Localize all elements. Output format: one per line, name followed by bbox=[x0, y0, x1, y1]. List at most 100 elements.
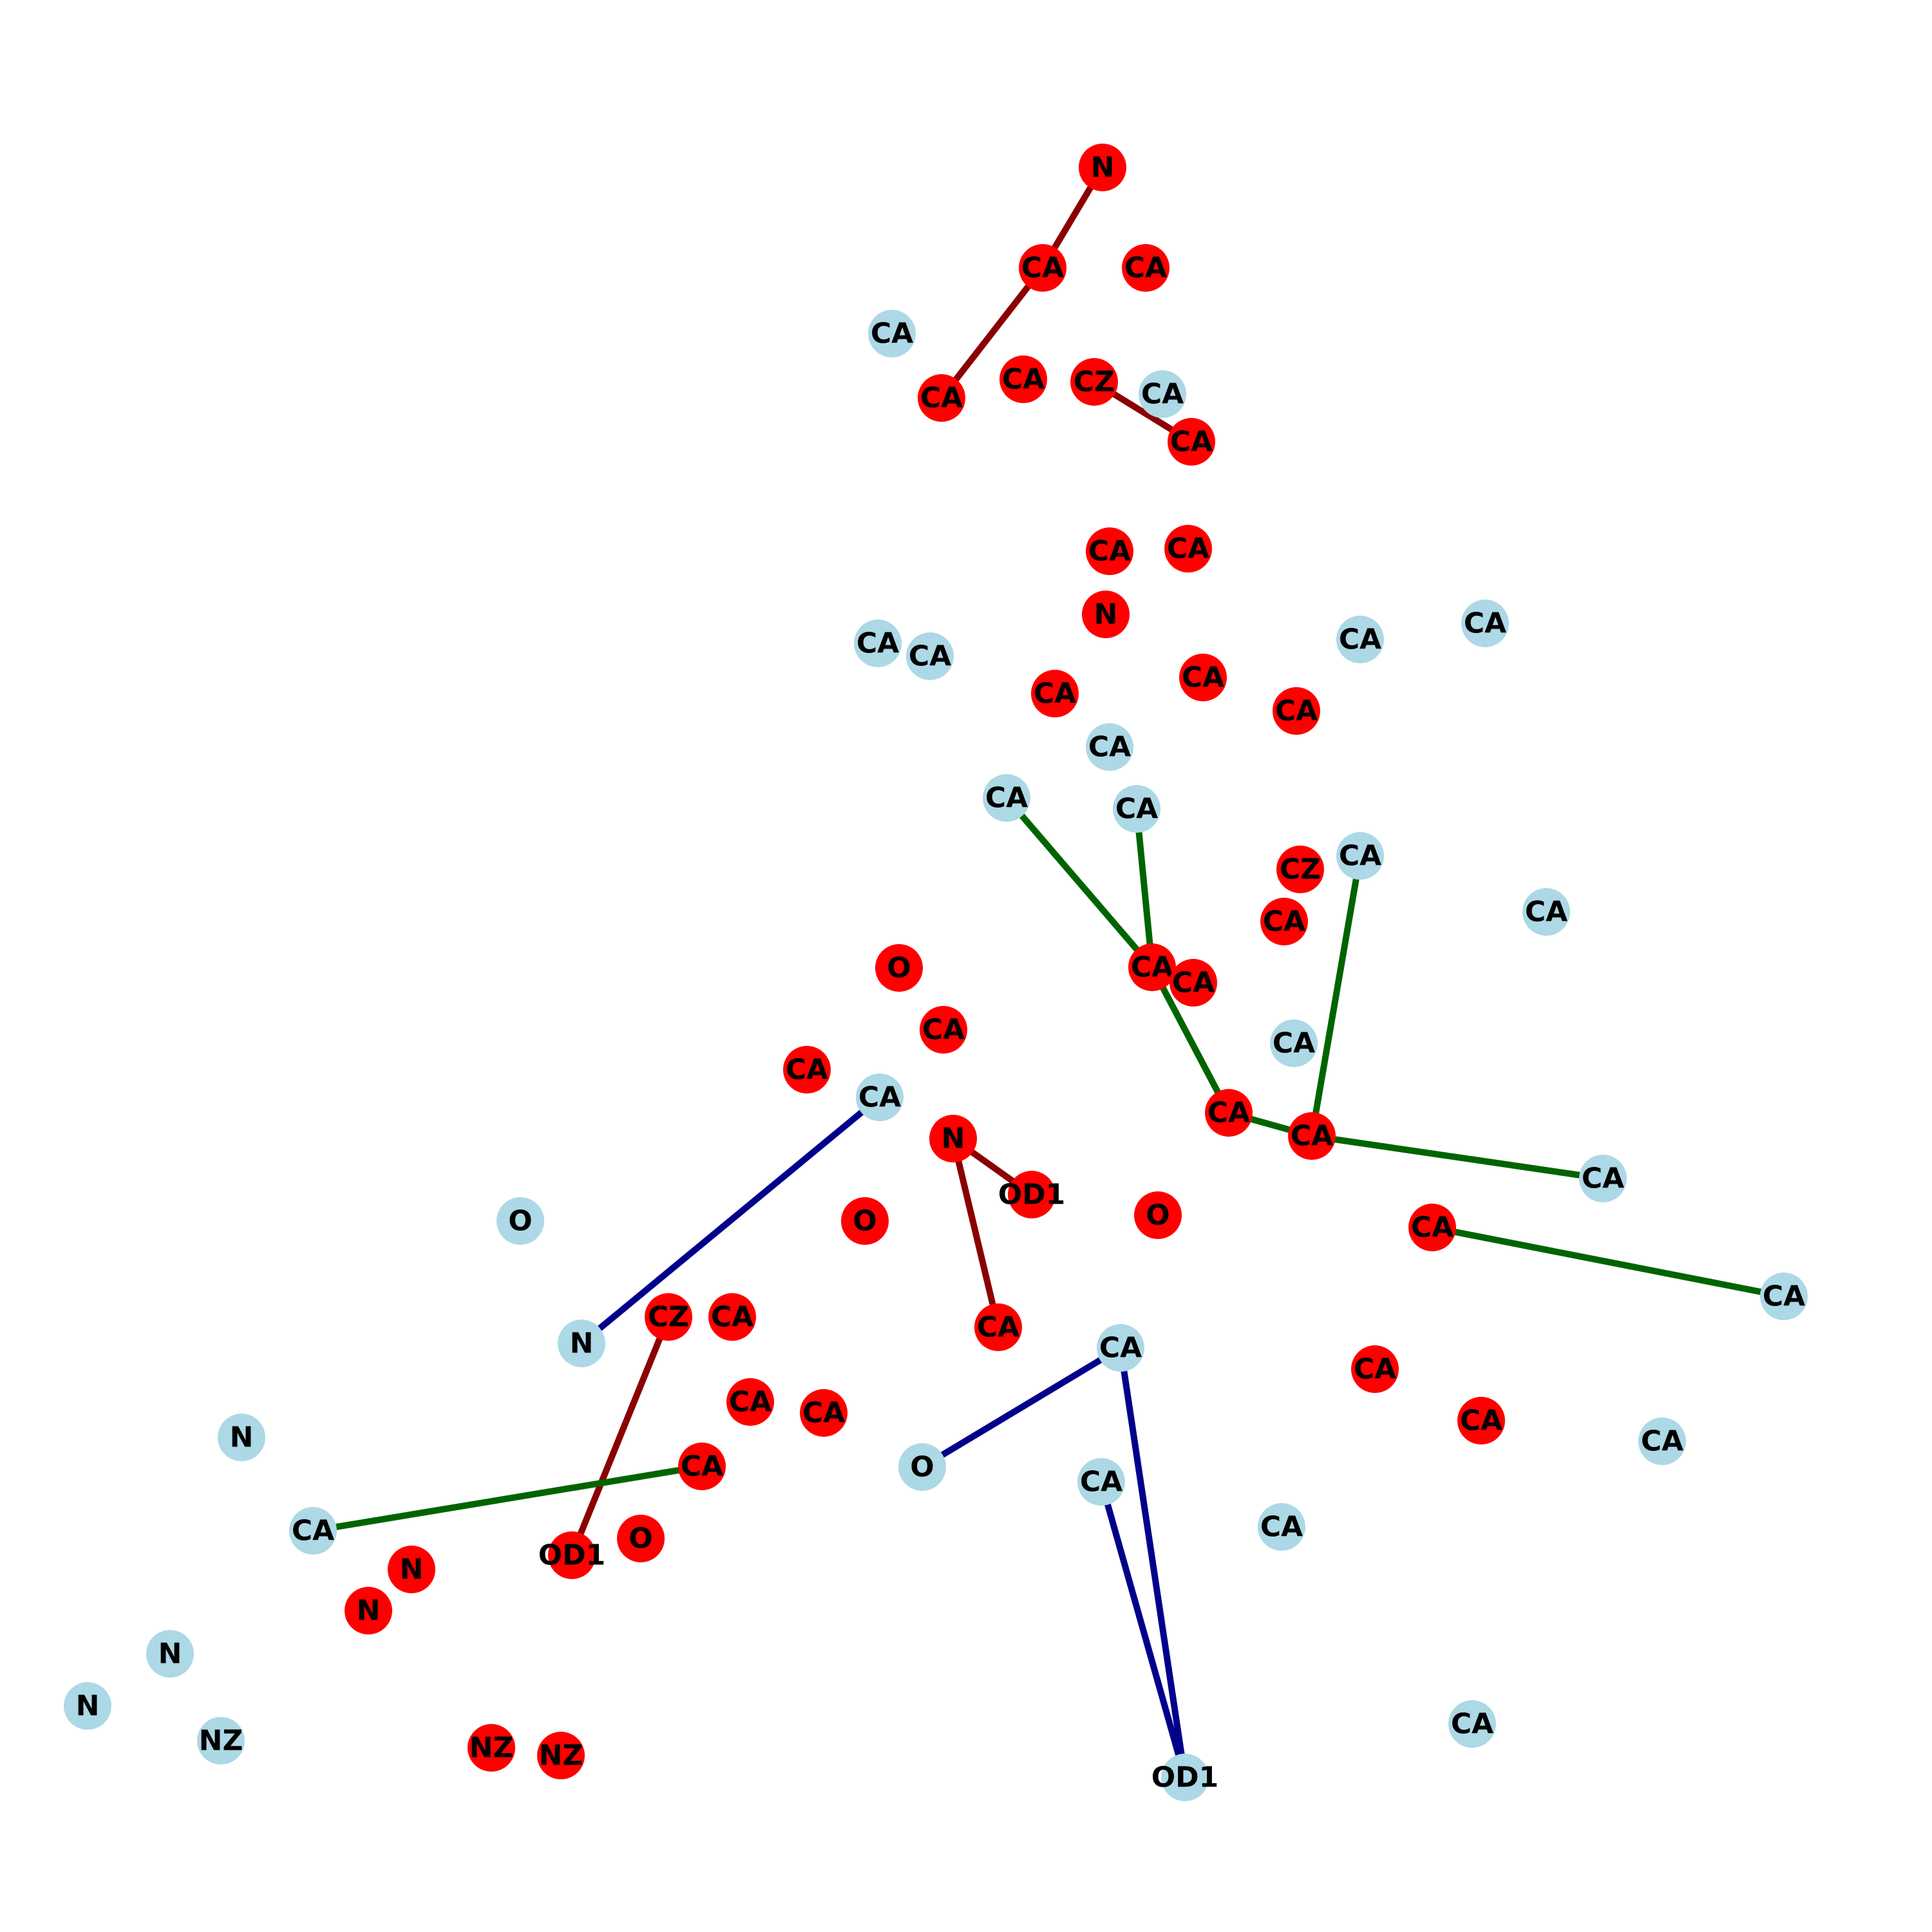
node-b15: CA bbox=[1270, 1019, 1318, 1067]
node-r24: OD1 bbox=[998, 1171, 1066, 1218]
node-label-r10: N bbox=[1094, 598, 1118, 631]
node-label-r29: CA bbox=[1411, 1211, 1454, 1244]
node-circle-r39 bbox=[345, 1587, 392, 1634]
node-circle-b20 bbox=[898, 1443, 946, 1491]
node-label-r27: CA bbox=[977, 1311, 1019, 1344]
node-label-r2: CA bbox=[1021, 252, 1064, 285]
node-r20: CA bbox=[783, 1046, 831, 1094]
node-circle-r23 bbox=[1288, 1112, 1336, 1160]
node-circle-r22 bbox=[1205, 1089, 1253, 1137]
node-label-b3: CA bbox=[857, 627, 899, 660]
node-circle-r20 bbox=[783, 1046, 831, 1094]
node-label-r1: N bbox=[1091, 151, 1115, 184]
node-circle-r21 bbox=[929, 1115, 977, 1162]
node-label-r21: N bbox=[942, 1122, 965, 1155]
node-circle-r1 bbox=[1079, 144, 1126, 191]
node-circle-b7 bbox=[983, 774, 1030, 822]
edge-blue-b18-b29 bbox=[1117, 1345, 1188, 1781]
node-r13: CA bbox=[1273, 687, 1320, 735]
node-circle-r34 bbox=[1457, 1397, 1505, 1444]
node-circle-b16 bbox=[497, 1197, 544, 1245]
node-circle-b24 bbox=[1258, 1503, 1305, 1551]
node-circle-r9 bbox=[1164, 525, 1212, 573]
node-label-b6: CA bbox=[1464, 607, 1506, 640]
node-label-r17: CA bbox=[1172, 967, 1215, 999]
edge-blue-b21-b29 bbox=[1098, 1479, 1188, 1781]
node-label-b11: CA bbox=[1525, 896, 1567, 929]
node-label-r31: CA bbox=[729, 1386, 772, 1419]
node-circle-b4 bbox=[906, 632, 954, 680]
node-label-r20: CA bbox=[786, 1054, 828, 1086]
node-r25: O bbox=[841, 1197, 889, 1245]
node-circle-b11 bbox=[1522, 888, 1570, 936]
node-label-r12: CA bbox=[1182, 661, 1224, 694]
node-circle-r24 bbox=[1008, 1171, 1056, 1218]
node-r22: CA bbox=[1205, 1089, 1253, 1137]
edge-green-b9-r23 bbox=[1309, 853, 1363, 1139]
node-r7: CA bbox=[1168, 418, 1215, 466]
node-r27: CA bbox=[974, 1303, 1022, 1351]
node-circle-r37 bbox=[617, 1515, 665, 1562]
node-b23: CA bbox=[289, 1507, 337, 1555]
node-r34: CA bbox=[1457, 1397, 1505, 1444]
node-b13: CA bbox=[1579, 1155, 1627, 1202]
node-label-b22: CA bbox=[1641, 1425, 1683, 1458]
node-b16: O bbox=[497, 1197, 544, 1245]
node-circle-r6 bbox=[1070, 358, 1118, 406]
node-circle-b8 bbox=[1113, 785, 1160, 833]
node-b20: O bbox=[898, 1443, 946, 1491]
node-b26: N bbox=[64, 1682, 111, 1730]
node-label-r34: CA bbox=[1460, 1405, 1502, 1437]
node-circle-r31 bbox=[726, 1378, 774, 1426]
node-label-r7: CA bbox=[1170, 426, 1213, 459]
node-circle-b14 bbox=[1760, 1273, 1808, 1320]
node-r37: O bbox=[617, 1515, 665, 1562]
node-r29: CA bbox=[1408, 1204, 1456, 1251]
node-label-r41: NZ bbox=[539, 1739, 583, 1772]
node-label-b5: CA bbox=[1339, 623, 1381, 656]
node-circle-r10 bbox=[1082, 591, 1130, 638]
node-r2: CA bbox=[1019, 244, 1066, 292]
node-b18: CA bbox=[1097, 1324, 1144, 1372]
node-label-r5: CA bbox=[1002, 363, 1045, 396]
node-label-r33: CA bbox=[1354, 1353, 1396, 1386]
node-circle-r14 bbox=[1276, 846, 1324, 893]
node-circle-r8 bbox=[1086, 527, 1133, 575]
node-b12: CA bbox=[856, 1074, 904, 1121]
node-circle-r27 bbox=[974, 1303, 1022, 1351]
edge-green-r29-b14 bbox=[1429, 1224, 1787, 1300]
node-r1: N bbox=[1079, 144, 1126, 191]
node-b14: CA bbox=[1760, 1273, 1808, 1320]
node-label-b8: CA bbox=[1115, 793, 1158, 826]
node-circle-b10 bbox=[1086, 723, 1133, 771]
node-r11: CA bbox=[1031, 670, 1079, 717]
node-label-r26: O bbox=[1146, 1199, 1170, 1232]
node-label-b19: N bbox=[230, 1421, 254, 1454]
node-label-b13: CA bbox=[1582, 1162, 1624, 1195]
node-label-r4: CA bbox=[920, 382, 963, 415]
edge-blue-b12-b17 bbox=[578, 1094, 883, 1347]
node-b25: N bbox=[146, 1630, 194, 1678]
edge-green-b7-r16 bbox=[1003, 795, 1155, 971]
node-r31: CA bbox=[726, 1378, 774, 1426]
node-label-r6: CZ bbox=[1074, 366, 1115, 399]
node-b1: CA bbox=[868, 310, 916, 357]
node-b24: CA bbox=[1258, 1503, 1305, 1551]
node-label-b24: CA bbox=[1260, 1511, 1303, 1544]
node-b7: CA bbox=[983, 774, 1030, 822]
node-label-r24: OD1 bbox=[998, 1179, 1066, 1211]
node-label-r8: CA bbox=[1088, 535, 1131, 568]
node-r36: OD1 bbox=[538, 1531, 605, 1579]
edge-red-r28-r36 bbox=[569, 1314, 672, 1558]
node-b3: CA bbox=[854, 620, 902, 667]
edge-green-b8-r16 bbox=[1133, 806, 1155, 971]
node-r35: CA bbox=[678, 1443, 726, 1490]
edges-layer bbox=[310, 164, 1787, 1781]
node-b8: CA bbox=[1113, 785, 1160, 833]
node-circle-r12 bbox=[1179, 654, 1227, 701]
node-circle-b3 bbox=[854, 620, 902, 667]
node-r26: O bbox=[1134, 1191, 1182, 1239]
node-b28: CA bbox=[1448, 1700, 1496, 1748]
node-b21: CA bbox=[1077, 1458, 1125, 1506]
